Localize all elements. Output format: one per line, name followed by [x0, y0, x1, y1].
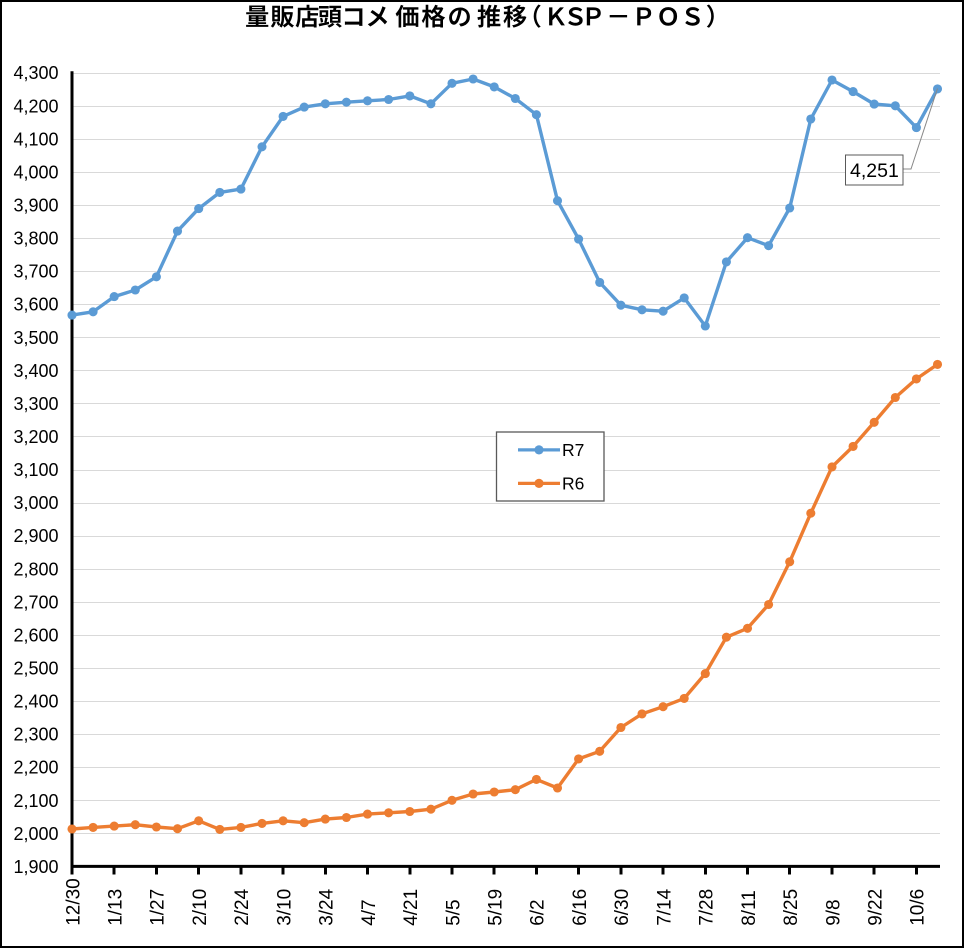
svg-text:4,300: 4,300	[13, 63, 58, 83]
svg-text:4,100: 4,100	[13, 129, 58, 149]
svg-text:1,900: 1,900	[13, 857, 58, 877]
svg-text:3,400: 3,400	[13, 361, 58, 381]
svg-text:2/24: 2/24	[232, 888, 253, 925]
svg-text:3/24: 3/24	[317, 888, 338, 925]
svg-text:1/27: 1/27	[148, 889, 169, 926]
svg-text:7/28: 7/28	[697, 889, 718, 926]
svg-text:4,200: 4,200	[13, 96, 58, 116]
svg-text:9/8: 9/8	[823, 899, 844, 925]
svg-text:3,100: 3,100	[13, 460, 58, 480]
svg-text:2,300: 2,300	[13, 725, 58, 745]
svg-text:3,700: 3,700	[13, 262, 58, 282]
svg-text:2,900: 2,900	[13, 526, 58, 546]
svg-text:3,600: 3,600	[13, 295, 58, 315]
svg-text:6/16: 6/16	[570, 889, 591, 926]
svg-text:3/10: 3/10	[274, 889, 295, 926]
svg-text:7/14: 7/14	[654, 888, 675, 925]
svg-text:12/30: 12/30	[63, 878, 84, 926]
svg-text:5/19: 5/19	[486, 889, 507, 926]
svg-text:R6: R6	[562, 474, 584, 494]
svg-text:4,000: 4,000	[13, 162, 58, 182]
svg-text:3,800: 3,800	[13, 229, 58, 249]
svg-text:3,900: 3,900	[13, 196, 58, 216]
svg-text:6/30: 6/30	[612, 889, 633, 926]
svg-text:6/2: 6/2	[528, 899, 549, 925]
svg-text:2,100: 2,100	[13, 791, 58, 811]
svg-text:1/13: 1/13	[106, 889, 127, 926]
svg-text:3,000: 3,000	[13, 493, 58, 513]
svg-text:3,500: 3,500	[13, 328, 58, 348]
svg-text:10/6: 10/6	[908, 889, 929, 926]
svg-text:2,500: 2,500	[13, 659, 58, 679]
svg-text:4/21: 4/21	[401, 889, 422, 926]
svg-text:2,600: 2,600	[13, 625, 58, 645]
svg-text:2,000: 2,000	[13, 824, 58, 844]
svg-text:2,200: 2,200	[13, 758, 58, 778]
svg-text:5/5: 5/5	[443, 899, 464, 925]
svg-text:3,300: 3,300	[13, 394, 58, 414]
svg-text:4/7: 4/7	[359, 899, 380, 925]
svg-text:4,251: 4,251	[850, 160, 899, 182]
svg-text:8/11: 8/11	[739, 890, 760, 926]
svg-text:2,400: 2,400	[13, 692, 58, 712]
svg-text:R7: R7	[562, 440, 584, 460]
svg-text:2/10: 2/10	[190, 889, 211, 926]
svg-text:3,200: 3,200	[13, 427, 58, 447]
svg-text:8/25: 8/25	[781, 889, 802, 926]
svg-text:2,800: 2,800	[13, 559, 58, 579]
svg-text:2,700: 2,700	[13, 592, 58, 612]
svg-text:9/22: 9/22	[866, 889, 887, 926]
